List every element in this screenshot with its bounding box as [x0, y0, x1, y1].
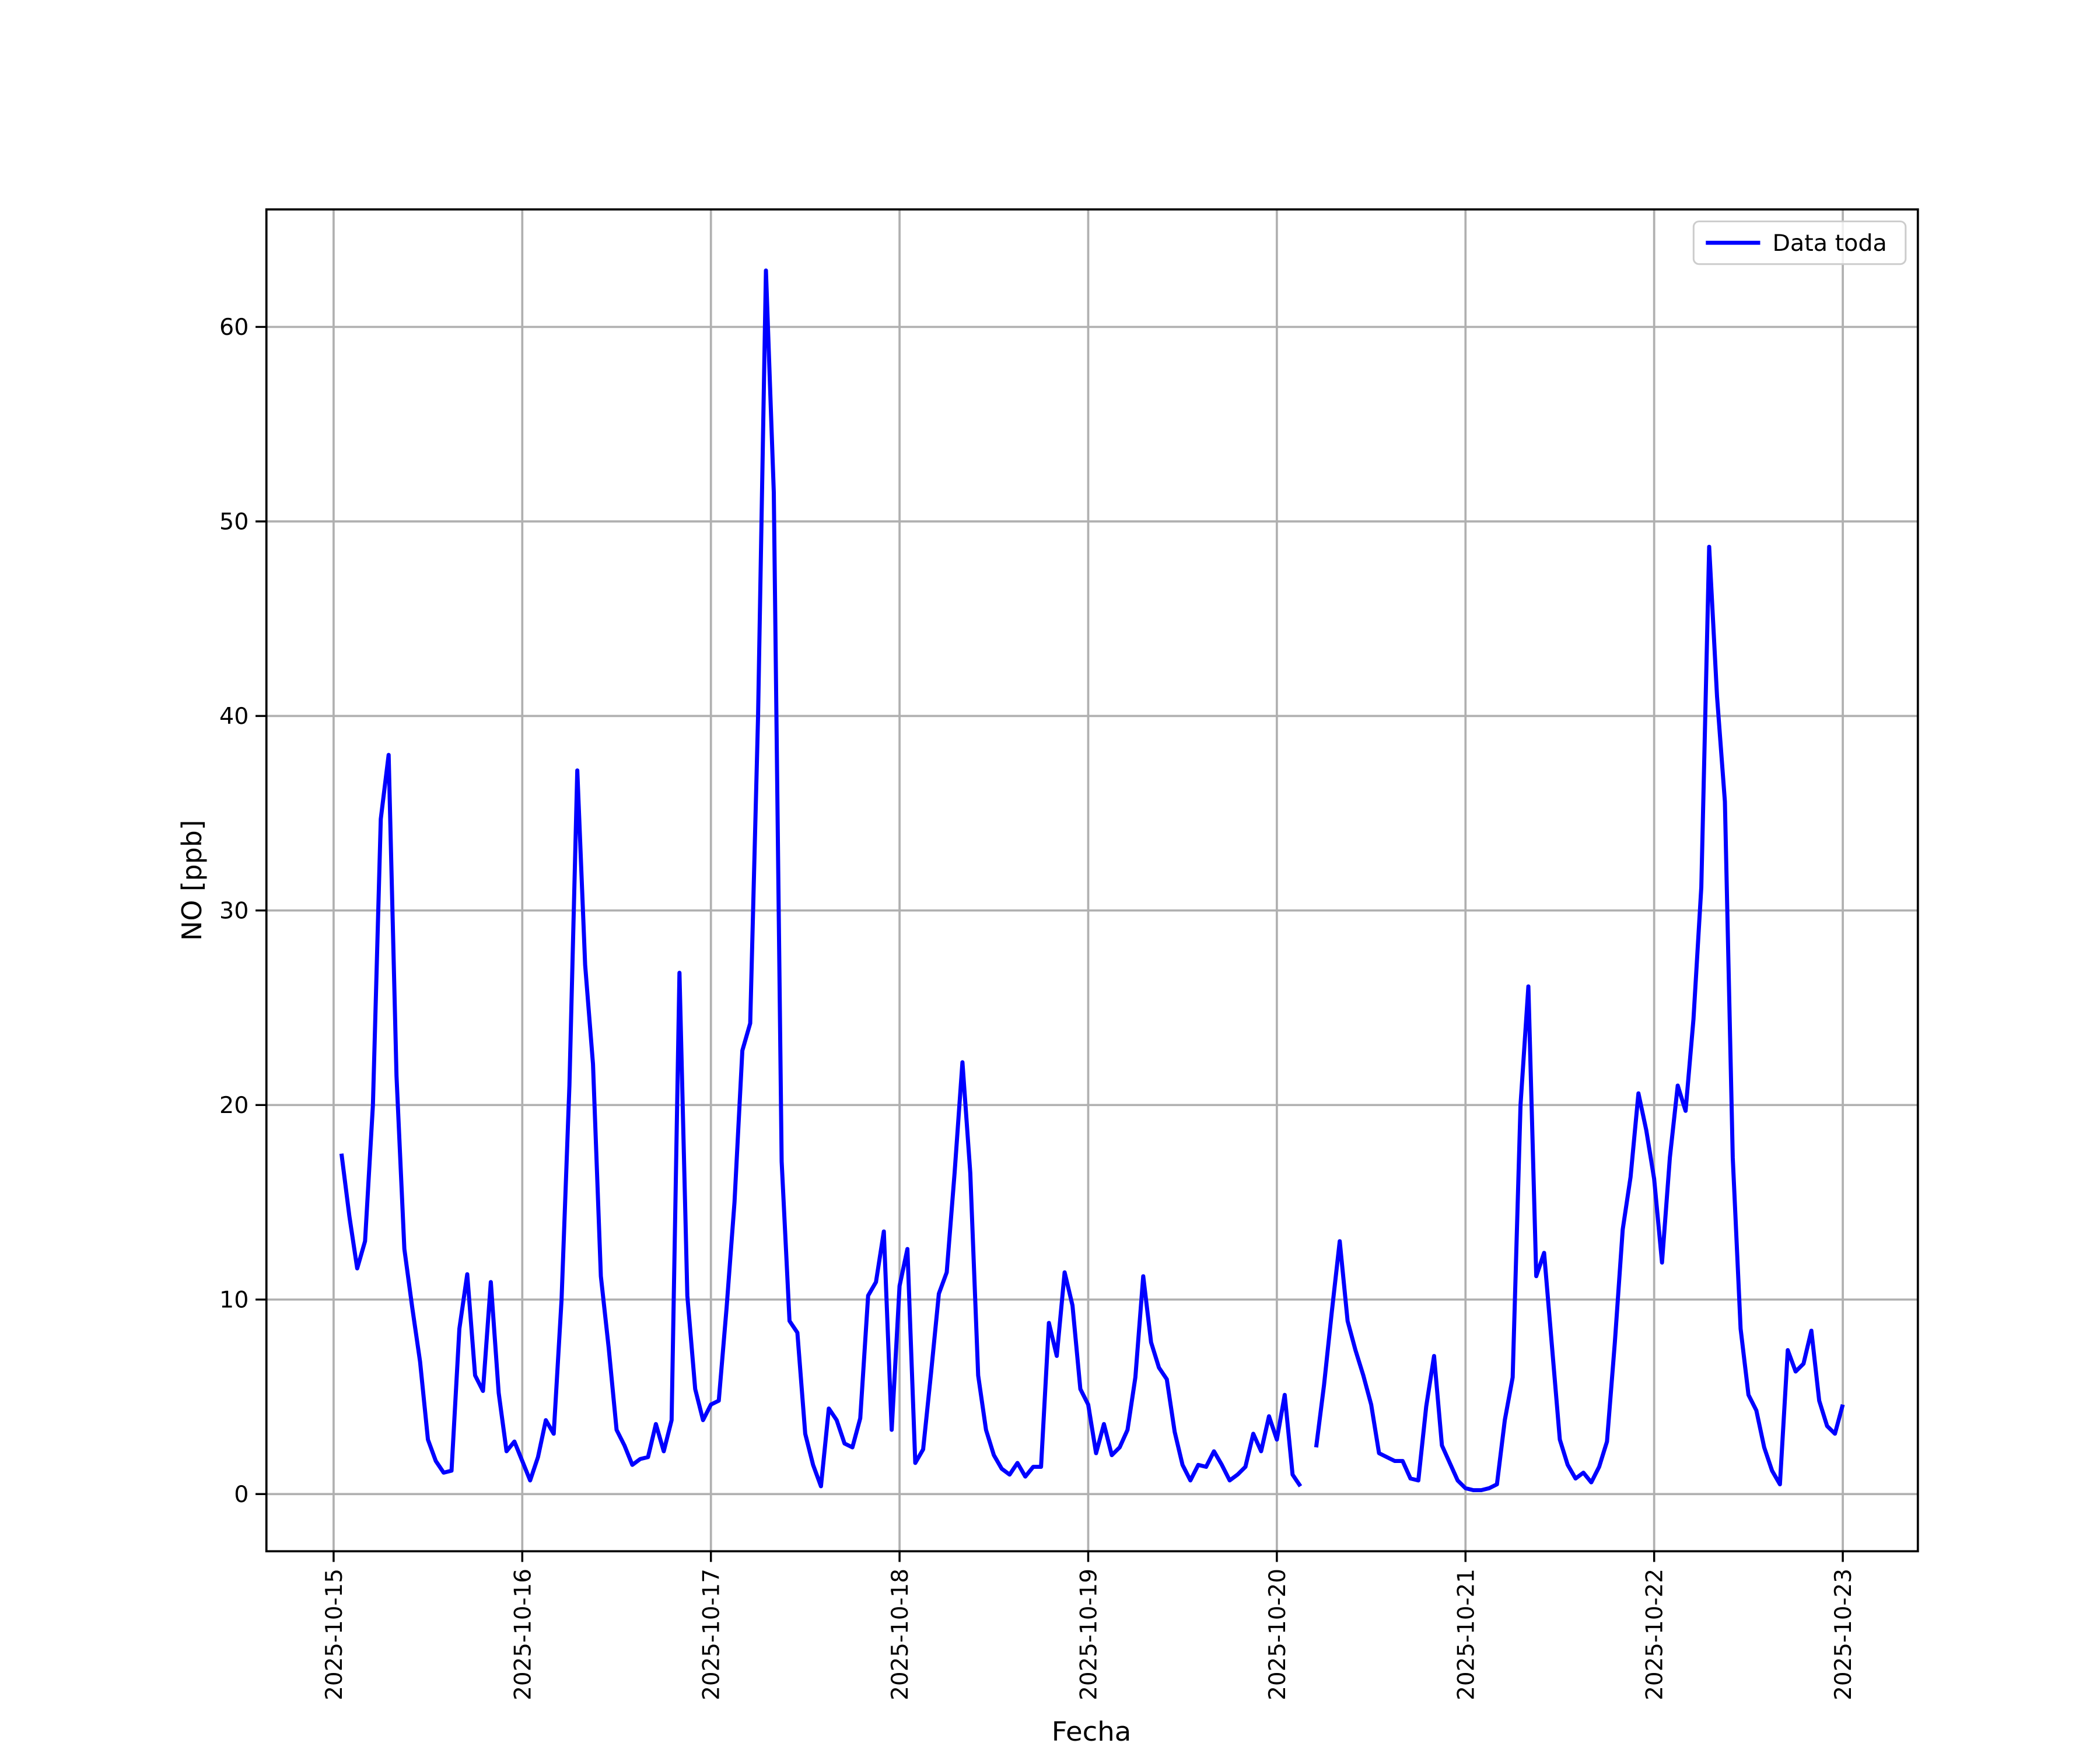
y-tick-label: 0	[234, 1482, 249, 1508]
x-tick-label: 2025-10-18	[887, 1569, 914, 1700]
y-tick-label: 10	[219, 1287, 249, 1314]
x-axis-label: Fecha	[1052, 1716, 1132, 1746]
y-tick-label: 20	[219, 1093, 249, 1119]
y-tick-label: 30	[219, 898, 249, 925]
y-tick-label: 40	[219, 704, 249, 730]
x-tick-label: 2025-10-21	[1453, 1569, 1479, 1700]
y-axis-label: NO [ppb]	[176, 820, 208, 940]
x-tick-label: 2025-10-20	[1265, 1569, 1291, 1700]
y-tick-label: 60	[219, 314, 249, 341]
x-tick-label: 2025-10-16	[510, 1569, 536, 1700]
x-tick-label: 2025-10-19	[1076, 1569, 1102, 1700]
x-tick-label: 2025-10-22	[1642, 1569, 1668, 1700]
legend-label: Data toda	[1772, 230, 1887, 257]
legend-box	[1692, 220, 1907, 265]
plot-frame	[265, 208, 1919, 1553]
data-line	[339, 268, 1845, 1493]
y-tick-label: 50	[219, 509, 249, 536]
x-tick-label: 2025-10-23	[1831, 1569, 1857, 1700]
x-tick-label: 2025-10-17	[698, 1569, 724, 1700]
x-tick-label: 2025-10-15	[321, 1569, 348, 1700]
